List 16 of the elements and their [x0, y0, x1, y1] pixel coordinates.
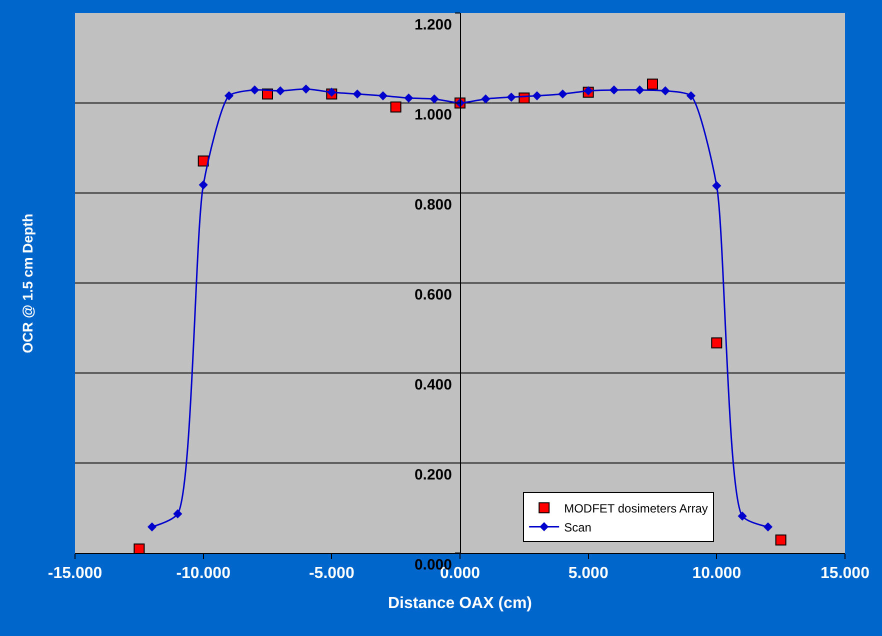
y-tick-label: 0.800	[414, 196, 452, 214]
x-axis-title: Distance OAX (cm)	[388, 594, 532, 612]
x-tick-label: -10.000	[176, 565, 231, 582]
x-tick-label: -15.000	[48, 565, 102, 582]
x-tick-label: 5.000	[568, 565, 608, 582]
y-axis-title: OCR @ 1.5 cm Depth	[19, 214, 36, 354]
y-tick-label: 0.400	[414, 376, 452, 394]
x-tick-label: 10.000	[692, 565, 742, 582]
legend-label: Scan	[564, 520, 592, 534]
x-tick-label: -5.000	[308, 565, 354, 582]
y-tick-label: 1.000	[414, 106, 452, 124]
legend-label: MODFET dosimeters Array	[564, 501, 708, 516]
x-tick-label: 15.000	[820, 565, 870, 582]
y-tick-label: 0.200	[414, 466, 452, 484]
y-tick-label: 1.200	[414, 16, 452, 34]
y-tick-label: 0.600	[414, 286, 452, 304]
